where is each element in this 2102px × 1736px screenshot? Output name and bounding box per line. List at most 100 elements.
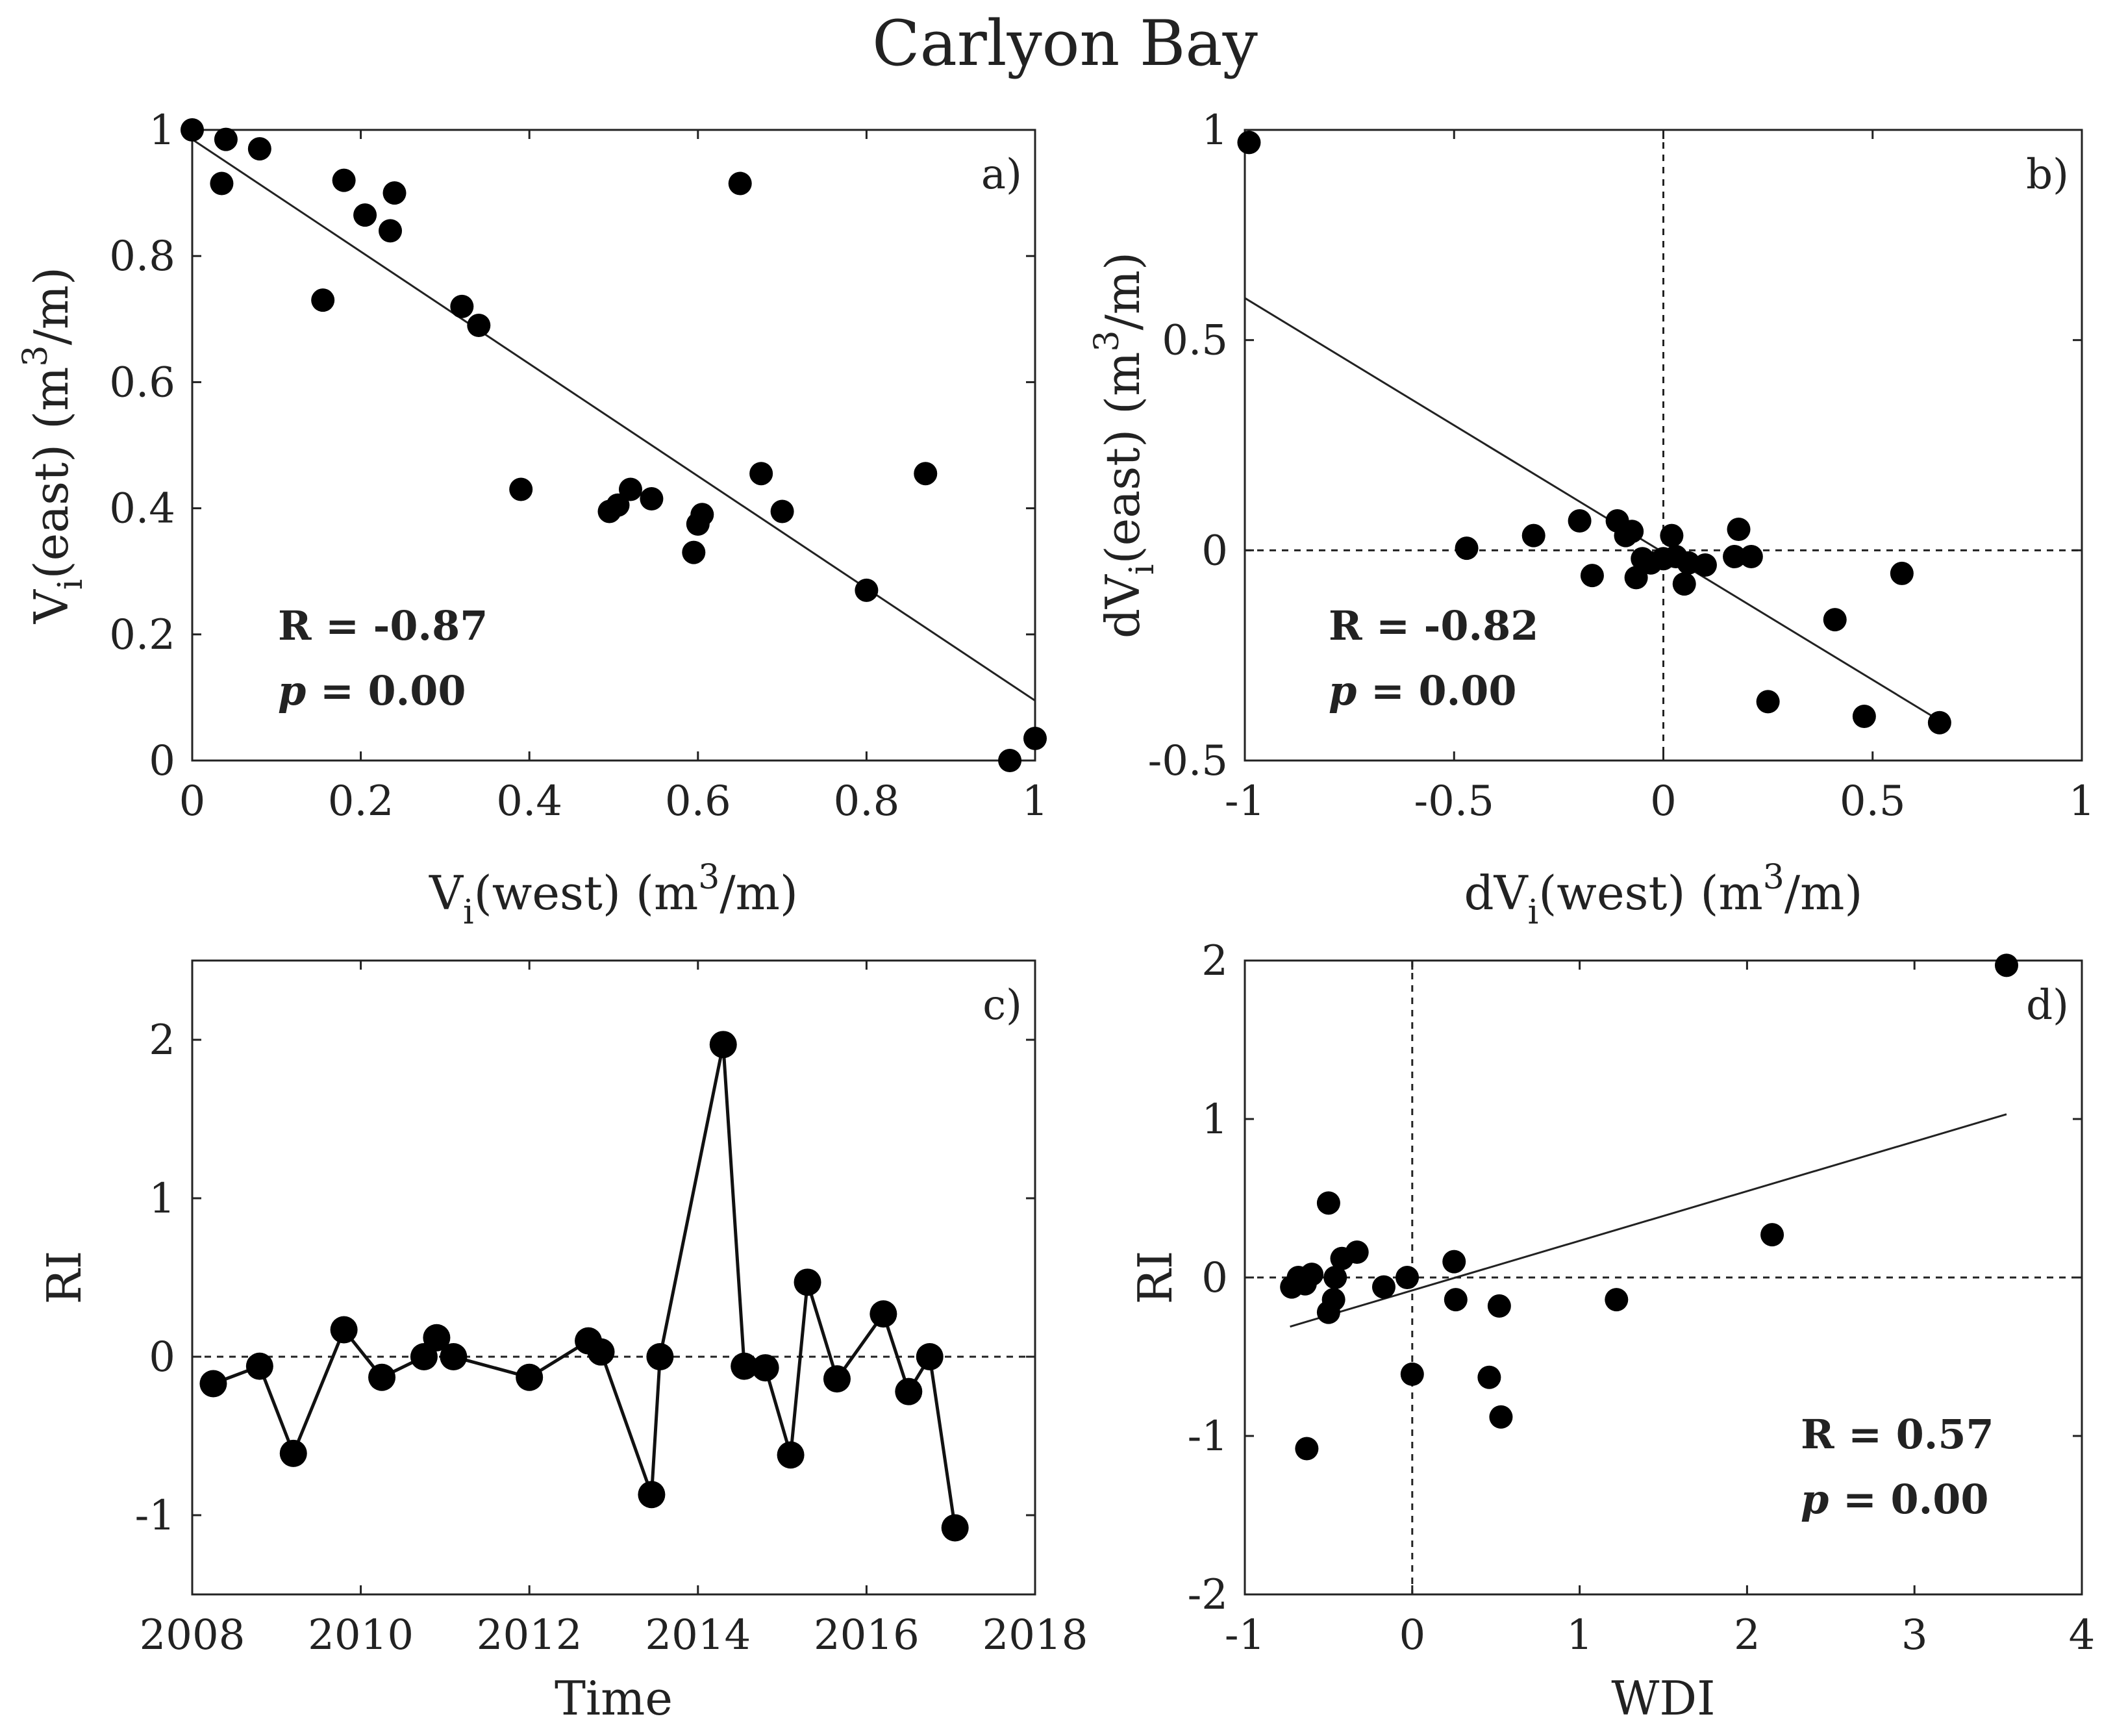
y-tick-label: -1 (135, 1492, 175, 1540)
data-point (1345, 1240, 1369, 1264)
x-tick-label: 0 (1399, 1611, 1425, 1659)
regression-line (1244, 297, 1940, 722)
y-tick-label: 0.5 (1162, 317, 1228, 365)
data-point (247, 137, 271, 161)
data-point (1444, 1288, 1468, 1312)
data-point (467, 314, 491, 338)
data-point (916, 1343, 944, 1370)
x-axis-label: Vi(west) (m3/m) (429, 858, 798, 932)
data-point (423, 1324, 451, 1352)
data-point (516, 1363, 544, 1391)
panel-label: c) (982, 981, 1022, 1029)
data-point (690, 503, 714, 527)
data-point (794, 1268, 821, 1296)
data-point (1023, 727, 1047, 751)
data-point (245, 1352, 273, 1380)
data-point (1823, 608, 1847, 632)
y-tick-label: 0.2 (109, 611, 175, 659)
x-tick-label: -1 (1225, 1611, 1265, 1659)
x-axis-label: Time (555, 1671, 673, 1726)
panel-c: 2008 2010 2012 2014 2016 2018 -1 0 1 2 c) Time RI (37, 959, 1088, 1726)
x-tick-label: 0 (179, 777, 206, 825)
y-tick-label: 2 (1201, 937, 1228, 985)
x-tick-label: -1 (1225, 777, 1265, 825)
data-point (728, 171, 752, 195)
y-tick-label: -1 (1188, 1413, 1228, 1461)
data-point (777, 1441, 805, 1469)
data-point (509, 477, 533, 501)
data-point (1739, 545, 1763, 569)
data-point (279, 1439, 307, 1467)
data-point (1521, 523, 1545, 547)
data-point (368, 1363, 396, 1391)
correlation-label: R = -0.82 (1329, 602, 1538, 649)
x-tick-label: 0.2 (328, 777, 394, 825)
data-point (1371, 1275, 1395, 1299)
data-point (199, 1370, 227, 1398)
data-point (1489, 1405, 1513, 1429)
data-point (1994, 953, 2018, 977)
regression-line (192, 138, 1036, 702)
x-tick-label: 0.8 (834, 777, 900, 825)
data-point (1477, 1365, 1501, 1389)
data-point (1323, 1266, 1347, 1289)
data-point (941, 1514, 969, 1542)
data-point (998, 749, 1022, 772)
x-tick-label: 0 (1650, 777, 1677, 825)
data-point (640, 487, 664, 511)
data-point (1316, 1191, 1340, 1215)
y-tick-label: 1 (149, 107, 175, 155)
data-point (1300, 1263, 1324, 1287)
y-tick-label: 0.8 (109, 233, 175, 281)
data-point (1455, 536, 1479, 560)
y-axis-label: RI (1128, 1251, 1182, 1305)
x-tick-label: 2012 (477, 1611, 582, 1659)
x-tick-label: 0.5 (1840, 777, 1906, 825)
data-point (330, 1316, 358, 1344)
data-point (1395, 1266, 1420, 1289)
data-point (1321, 1288, 1345, 1312)
data-point (1295, 1437, 1319, 1461)
x-tick-label: 1 (1566, 1611, 1593, 1659)
data-point (709, 1031, 737, 1059)
data-point (1660, 523, 1684, 547)
p-value-label: p = 0.00 (1801, 1476, 1988, 1523)
data-point (646, 1343, 674, 1370)
data-point (1756, 690, 1780, 714)
data-point (440, 1343, 468, 1370)
x-tick-label: 2016 (814, 1611, 920, 1659)
data-point (1620, 520, 1644, 544)
data-point (1624, 566, 1648, 590)
x-tick-label: 1 (1022, 777, 1049, 825)
x-tick-label: 3 (1901, 1611, 1928, 1659)
panel-label: a) (981, 151, 1022, 199)
x-tick-label: 2 (1734, 1611, 1760, 1659)
data-point (914, 462, 938, 486)
data-point (450, 294, 474, 318)
y-tick-label: 1 (149, 1175, 175, 1223)
y-tick-label: 0 (1201, 527, 1228, 575)
x-tick-label: 0.6 (665, 777, 731, 825)
panel-label: d) (2026, 981, 2069, 1029)
data-point (1723, 545, 1747, 569)
data-point (1727, 517, 1751, 541)
p-value-label: p = 0.00 (278, 667, 466, 714)
data-point (1487, 1294, 1511, 1318)
data-point (749, 462, 773, 486)
x-axis-label: WDI (1611, 1671, 1715, 1726)
data-point (618, 477, 642, 501)
data-point (311, 288, 335, 312)
y-axis-label: RI (37, 1251, 92, 1305)
data-point (587, 1338, 615, 1366)
y-tick-label: 0.6 (109, 359, 175, 407)
data-point (823, 1365, 851, 1393)
y-axis-label: Vi(east) (m3/m) (16, 267, 90, 624)
y-tick-label: 2 (149, 1016, 175, 1064)
panel-b: -1 -0.5 0 0.5 1-0.500.51b)R = -0.82p = 0.00d… (1088, 107, 2095, 932)
data-point (1852, 705, 1876, 729)
x-tick-label: 2008 (140, 1611, 245, 1659)
y-tick-label: 0 (149, 737, 175, 785)
data-point (1760, 1223, 1784, 1247)
